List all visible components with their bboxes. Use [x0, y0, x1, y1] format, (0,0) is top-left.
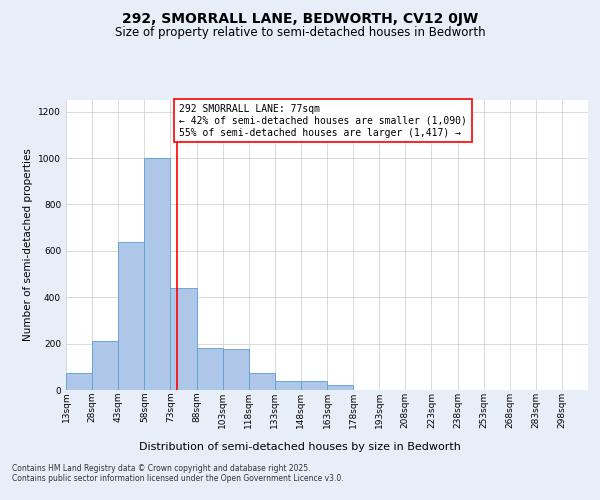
Bar — [249, 372, 275, 390]
Bar — [223, 350, 249, 390]
Bar — [197, 348, 223, 390]
Bar — [118, 242, 145, 390]
Text: Contains HM Land Registry data © Crown copyright and database right 2025.
Contai: Contains HM Land Registry data © Crown c… — [12, 464, 344, 483]
Bar — [301, 380, 327, 390]
Text: Distribution of semi-detached houses by size in Bedworth: Distribution of semi-detached houses by … — [139, 442, 461, 452]
Bar — [92, 342, 118, 390]
Bar — [66, 372, 92, 390]
Bar — [275, 380, 301, 390]
Text: Size of property relative to semi-detached houses in Bedworth: Size of property relative to semi-detach… — [115, 26, 485, 39]
Text: 292 SMORRALL LANE: 77sqm
← 42% of semi-detached houses are smaller (1,090)
55% o: 292 SMORRALL LANE: 77sqm ← 42% of semi-d… — [179, 104, 467, 138]
Bar — [327, 386, 353, 390]
Y-axis label: Number of semi-detached properties: Number of semi-detached properties — [23, 148, 32, 342]
Text: 292, SMORRALL LANE, BEDWORTH, CV12 0JW: 292, SMORRALL LANE, BEDWORTH, CV12 0JW — [122, 12, 478, 26]
Bar — [145, 158, 170, 390]
Bar — [170, 288, 197, 390]
